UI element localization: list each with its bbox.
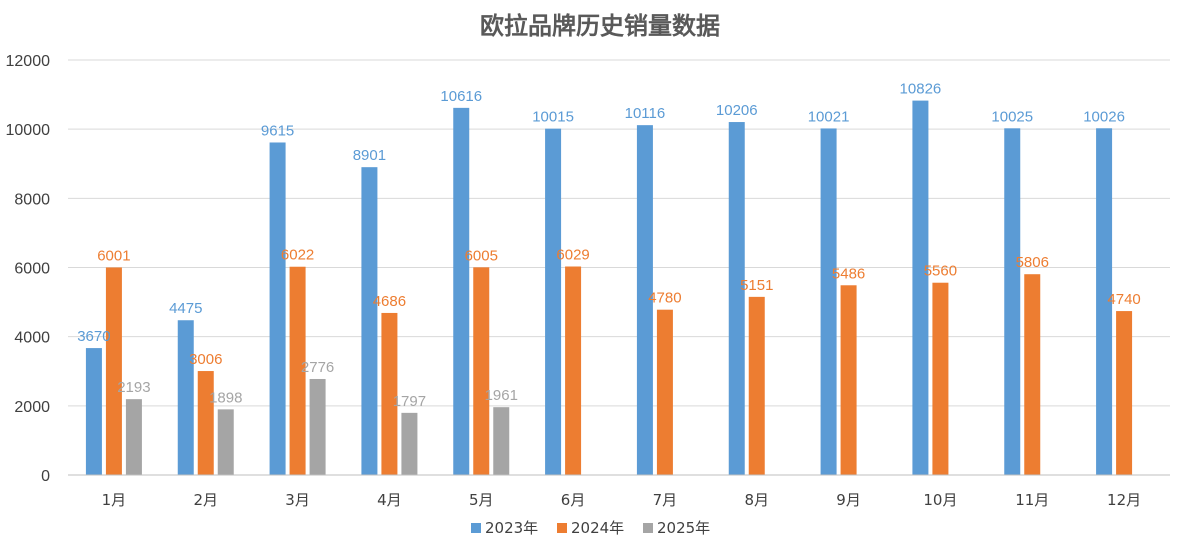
data-label: 4686 bbox=[373, 293, 406, 310]
y-tick-label: 4000 bbox=[14, 330, 50, 347]
legend-label: 2024年 bbox=[571, 519, 624, 537]
y-axis-ticks: 0 2000 4000 6000 8000 10000 12000 bbox=[6, 53, 51, 485]
bar bbox=[309, 378, 326, 475]
data-label: 2776 bbox=[301, 359, 334, 376]
x-tick-label: 8月 bbox=[744, 491, 769, 509]
x-tick-label: 2月 bbox=[193, 491, 218, 509]
bar bbox=[912, 100, 929, 475]
y-tick-label: 2000 bbox=[14, 399, 50, 416]
bar bbox=[728, 122, 745, 475]
x-tick-label: 4月 bbox=[377, 491, 402, 509]
bar bbox=[217, 409, 234, 475]
data-label: 8901 bbox=[353, 147, 386, 164]
y-tick-label: 0 bbox=[41, 468, 50, 485]
bar bbox=[473, 267, 490, 475]
bar bbox=[1004, 128, 1021, 476]
data-label: 1961 bbox=[485, 387, 518, 404]
data-label: 5560 bbox=[924, 263, 957, 280]
data-label: 10015 bbox=[532, 109, 574, 126]
data-label: 10616 bbox=[440, 88, 482, 105]
bar bbox=[636, 125, 653, 475]
x-tick-label: 7月 bbox=[653, 491, 678, 509]
bar bbox=[289, 266, 306, 475]
bar bbox=[1096, 128, 1113, 475]
y-tick-label: 10000 bbox=[6, 122, 51, 139]
x-axis-ticks: 1月 2月 3月 4月 5月 6月 7月 8月 9月 10月 11月 12月 bbox=[102, 491, 1141, 509]
legend-label: 2025年 bbox=[657, 519, 710, 537]
gridlines bbox=[68, 59, 1170, 407]
bar bbox=[656, 309, 673, 475]
x-tick-label: 5月 bbox=[469, 491, 494, 509]
data-label: 1797 bbox=[393, 393, 426, 410]
data-label: 10206 bbox=[716, 102, 758, 119]
data-label: 5151 bbox=[740, 277, 773, 294]
bar bbox=[932, 282, 949, 475]
x-tick-label: 12月 bbox=[1107, 491, 1141, 509]
y-tick-label: 12000 bbox=[6, 53, 51, 70]
bar bbox=[269, 142, 286, 475]
data-label: 10116 bbox=[625, 105, 666, 122]
x-tick-label: 11月 bbox=[1015, 491, 1049, 509]
data-labels: 3670 6001 2193 4475 3006 1898 9615 6022 2776 8901… bbox=[77, 81, 1141, 410]
data-label: 9615 bbox=[261, 122, 294, 139]
bar bbox=[381, 312, 398, 475]
bar bbox=[1116, 311, 1133, 475]
data-label: 6005 bbox=[465, 247, 498, 264]
bar bbox=[105, 267, 122, 475]
legend-swatch bbox=[557, 523, 567, 533]
data-label: 5486 bbox=[832, 265, 865, 282]
data-label: 6022 bbox=[281, 247, 314, 264]
bar bbox=[545, 128, 562, 475]
data-label: 6001 bbox=[97, 247, 130, 264]
data-label: 10021 bbox=[808, 108, 850, 125]
data-label: 6029 bbox=[556, 246, 589, 263]
chart-title: 欧拉品牌历史销量数据 bbox=[480, 12, 720, 40]
bar bbox=[565, 266, 582, 475]
bar bbox=[453, 107, 470, 475]
bars bbox=[85, 100, 1133, 476]
data-label: 10025 bbox=[991, 108, 1033, 125]
data-label: 10826 bbox=[900, 81, 942, 98]
legend-item: 2023年 bbox=[471, 519, 538, 537]
legend-swatch bbox=[643, 523, 653, 533]
data-label: 10026 bbox=[1083, 108, 1125, 125]
bar bbox=[125, 399, 142, 475]
legend-item: 2025年 bbox=[643, 519, 710, 537]
legend-label: 2023年 bbox=[485, 519, 538, 537]
bar bbox=[493, 407, 510, 475]
data-label: 4780 bbox=[648, 290, 681, 307]
x-tick-label: 10月 bbox=[923, 491, 957, 509]
y-tick-label: 6000 bbox=[14, 261, 50, 278]
data-label: 2193 bbox=[117, 379, 150, 396]
x-tick-label: 9月 bbox=[836, 491, 861, 509]
bar bbox=[361, 167, 378, 475]
bar bbox=[840, 285, 857, 475]
data-label: 3670 bbox=[77, 328, 110, 345]
legend-swatch bbox=[471, 523, 481, 533]
data-label: 1898 bbox=[209, 389, 242, 406]
bar bbox=[197, 371, 214, 475]
bar bbox=[85, 348, 102, 475]
bar bbox=[1024, 274, 1041, 475]
bar bbox=[820, 128, 837, 475]
bar bbox=[748, 296, 765, 475]
x-tick-label: 6月 bbox=[561, 491, 586, 509]
data-label: 4475 bbox=[169, 300, 202, 317]
legend: 2023年 2024年 2025年 bbox=[471, 519, 710, 537]
data-label: 5806 bbox=[1016, 254, 1049, 271]
x-tick-label: 1月 bbox=[102, 491, 127, 509]
bar bbox=[177, 320, 194, 475]
data-label: 4740 bbox=[1107, 291, 1140, 308]
data-label: 3006 bbox=[189, 351, 222, 368]
legend-item: 2024年 bbox=[557, 519, 624, 537]
y-tick-label: 8000 bbox=[14, 191, 50, 208]
bar bbox=[401, 412, 418, 475]
x-tick-label: 3月 bbox=[285, 491, 310, 509]
